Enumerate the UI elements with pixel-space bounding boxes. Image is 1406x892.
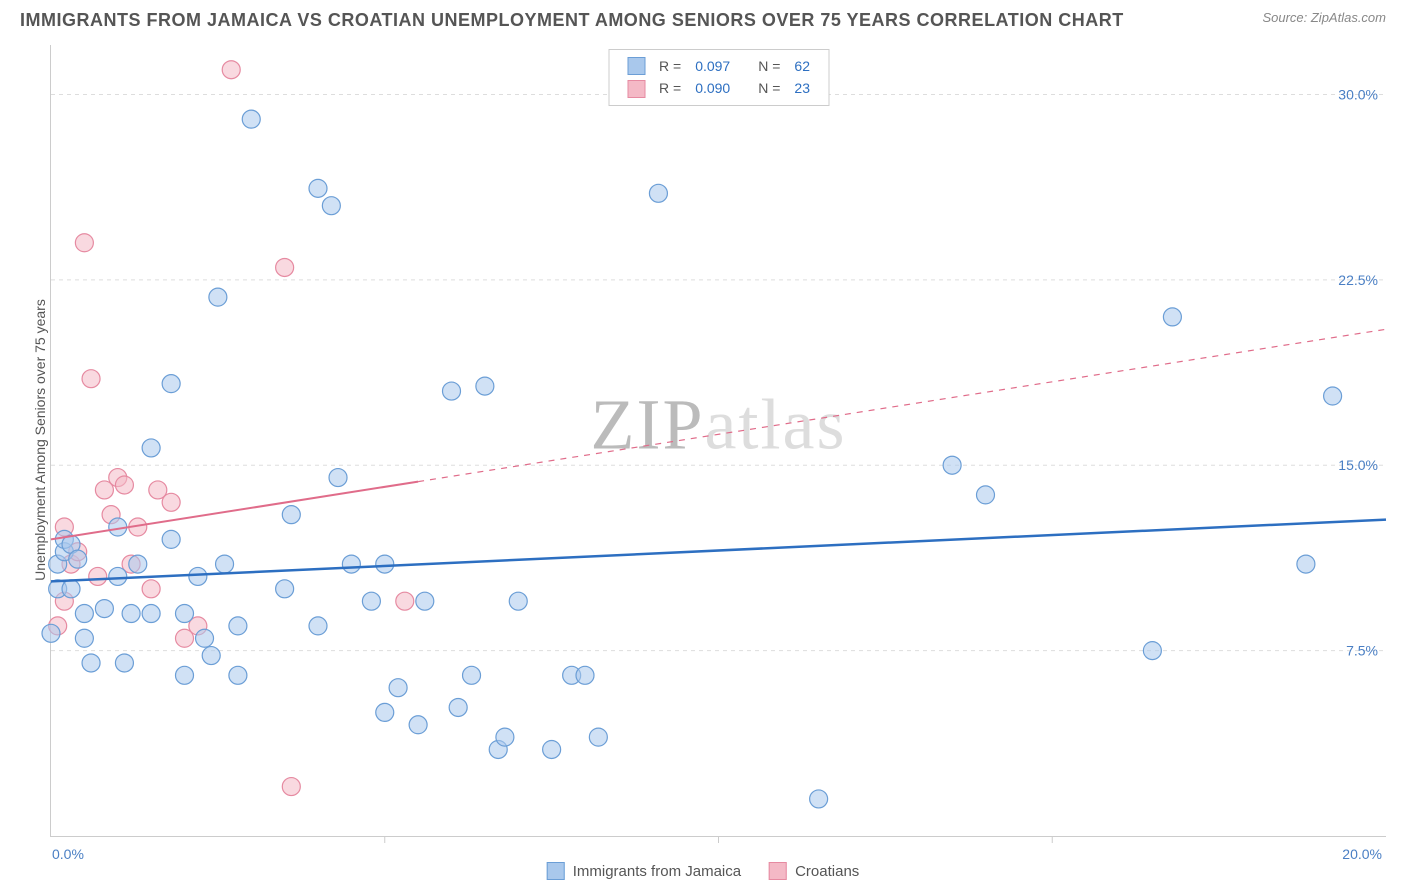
n-value-jamaica: 62 <box>788 56 816 76</box>
legend-label-croatians: Croatians <box>795 863 859 880</box>
scatter-chart: ZIPatlas 7.5%15.0%22.5%30.0% R = 0.097 N… <box>50 45 1386 837</box>
swatch-jamaica <box>627 57 645 75</box>
r-label: R = <box>653 78 687 98</box>
svg-text:30.0%: 30.0% <box>1338 86 1378 102</box>
legend-stats-row: R = 0.097 N = 62 <box>621 56 816 76</box>
source-prefix: Source: <box>1262 10 1310 25</box>
legend-label-jamaica: Immigrants from Jamaica <box>573 863 741 880</box>
source-name: ZipAtlas.com <box>1311 10 1386 25</box>
n-label: N = <box>752 56 786 76</box>
r-label: R = <box>653 56 687 76</box>
y-axis-label: Unemployment Among Seniors over 75 years <box>32 260 48 620</box>
n-label: N = <box>752 78 786 98</box>
x-tick-max: 20.0% <box>1342 846 1382 862</box>
r-value-croatians: 0.090 <box>689 78 736 98</box>
plot-svg: 7.5% 15.0% 22.5% 30.0% <box>51 45 1386 836</box>
swatch-croatians <box>627 80 645 98</box>
legend-stats-box: R = 0.097 N = 62 R = 0.090 N = 23 <box>608 49 829 106</box>
source-attribution: Source: ZipAtlas.com <box>1262 10 1386 25</box>
swatch-croatians <box>769 862 787 880</box>
page-title: IMMIGRANTS FROM JAMAICA VS CROATIAN UNEM… <box>20 10 1124 31</box>
x-tick-min: 0.0% <box>52 846 84 862</box>
r-value-jamaica: 0.097 <box>689 56 736 76</box>
legend-series: Immigrants from Jamaica Croatians <box>547 862 860 880</box>
svg-text:15.0%: 15.0% <box>1338 457 1378 473</box>
legend-item-croatians: Croatians <box>769 862 859 880</box>
legend-item-jamaica: Immigrants from Jamaica <box>547 862 741 880</box>
swatch-jamaica <box>547 862 565 880</box>
svg-text:7.5%: 7.5% <box>1346 643 1378 659</box>
n-value-croatians: 23 <box>788 78 816 98</box>
legend-stats-row: R = 0.090 N = 23 <box>621 78 816 98</box>
svg-text:22.5%: 22.5% <box>1338 272 1378 288</box>
